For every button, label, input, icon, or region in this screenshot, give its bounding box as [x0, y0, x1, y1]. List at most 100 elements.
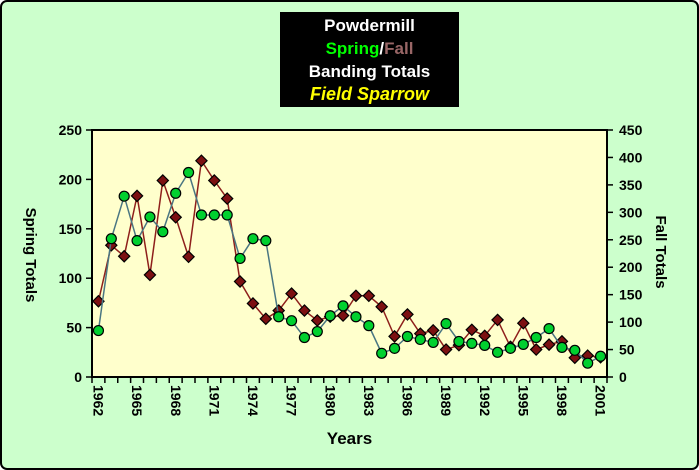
spring-point — [157, 226, 169, 238]
spring-point — [131, 235, 143, 247]
spring-point — [569, 344, 581, 356]
x-tick-label: 1980 — [322, 385, 338, 416]
spring-line — [97, 171, 601, 364]
x-tick-label: 1992 — [477, 385, 493, 416]
fall-point — [194, 154, 208, 168]
spring-point — [363, 320, 375, 332]
left-tick-label: 50 — [66, 320, 82, 336]
x-tick-label: 1995 — [515, 385, 531, 416]
spring-point — [491, 346, 504, 358]
fall-point — [246, 297, 260, 310]
title-spring-label: Spring — [325, 38, 380, 58]
spring-point — [543, 322, 555, 335]
spring-point — [376, 347, 388, 359]
right-tick-label: 400 — [619, 149, 643, 165]
fall-point — [516, 316, 530, 330]
fall-point — [336, 309, 350, 322]
left-tick-label: 250 — [59, 122, 83, 138]
spring-point — [195, 209, 208, 221]
right-tick-label: 150 — [619, 287, 643, 303]
fall-point — [220, 192, 234, 206]
fall-point — [297, 304, 311, 318]
fall-point — [182, 250, 196, 264]
left-tick-label: 0 — [74, 369, 82, 385]
spring-point — [530, 331, 542, 344]
chart-title-box: Powdermill Spring/Fall Banding Totals Fi… — [280, 12, 459, 107]
fall-point — [388, 329, 402, 343]
right-tick-label: 50 — [619, 342, 635, 358]
spring-point — [504, 342, 517, 354]
spring-point — [182, 166, 195, 179]
spring-point — [401, 330, 414, 343]
spring-point — [118, 190, 130, 202]
title-slash: / — [379, 38, 385, 58]
spring-point — [170, 187, 182, 199]
x-tick-label: 1983 — [361, 385, 377, 416]
x-tick-label: 1998 — [554, 385, 570, 416]
x-tick-label: 1962 — [91, 385, 107, 416]
x-tick-label: 1977 — [284, 385, 300, 416]
left-tick-label: 200 — [59, 171, 83, 187]
spring-point — [556, 341, 568, 353]
spring-point — [260, 235, 272, 247]
fall-point — [285, 287, 299, 301]
fall-point — [233, 275, 247, 288]
spring-point — [582, 357, 594, 369]
fall-point — [542, 338, 556, 352]
right-tick-label: 100 — [619, 314, 643, 330]
left-tick-label: 150 — [59, 221, 83, 237]
spring-point — [105, 233, 117, 245]
x-axis-title: Years — [326, 429, 373, 448]
fall-point — [117, 249, 131, 263]
fall-point — [362, 289, 376, 303]
fall-point — [207, 174, 221, 187]
fall-point — [156, 174, 170, 187]
title-line-4: Field Sparrow — [309, 83, 430, 104]
title-line-2: Spring/Fall — [326, 37, 414, 60]
spring-point — [234, 252, 246, 265]
fall-point — [130, 189, 144, 203]
right-tick-label: 350 — [619, 177, 643, 193]
spring-point — [388, 342, 401, 354]
x-tick-label: 1968 — [168, 385, 184, 416]
right-tick-label: 0 — [619, 369, 627, 385]
title-line-3: Banding Totals — [308, 61, 431, 81]
spring-point — [517, 338, 529, 350]
spring-point — [208, 209, 220, 221]
x-tick-label: 1974 — [245, 385, 261, 416]
fall-point — [426, 323, 440, 337]
fall-point — [143, 268, 157, 282]
plot-frame — [91, 129, 608, 378]
fall-point — [529, 343, 543, 357]
right-axis-title: Fall Totals — [652, 215, 669, 288]
spring-point — [479, 339, 491, 351]
spring-point — [466, 337, 478, 350]
fall-point — [349, 289, 363, 303]
left-axis-title: Spring Totals — [22, 208, 39, 303]
spring-point — [273, 311, 285, 323]
x-tick-label: 1989 — [438, 385, 454, 416]
spring-point — [594, 350, 607, 362]
fall-point — [400, 307, 414, 321]
fall-point — [465, 323, 479, 337]
x-tick-label: 2001 — [593, 385, 609, 416]
spring-point — [453, 335, 465, 348]
spring-point — [350, 311, 362, 323]
fall-point — [439, 343, 453, 357]
spring-point — [427, 336, 439, 349]
spring-point — [440, 318, 452, 330]
right-tick-label: 250 — [619, 232, 643, 248]
fall-line — [97, 159, 601, 359]
right-tick-label: 450 — [619, 122, 643, 138]
spring-point — [414, 333, 426, 346]
spring-point — [337, 300, 349, 312]
spring-point — [298, 331, 311, 344]
right-tick-label: 200 — [619, 259, 643, 275]
x-tick-label: 1965 — [129, 385, 145, 416]
title-fall-label: Fall — [384, 38, 414, 58]
fall-point — [491, 313, 505, 327]
x-tick-label: 1971 — [206, 385, 222, 416]
fall-point — [169, 210, 183, 224]
